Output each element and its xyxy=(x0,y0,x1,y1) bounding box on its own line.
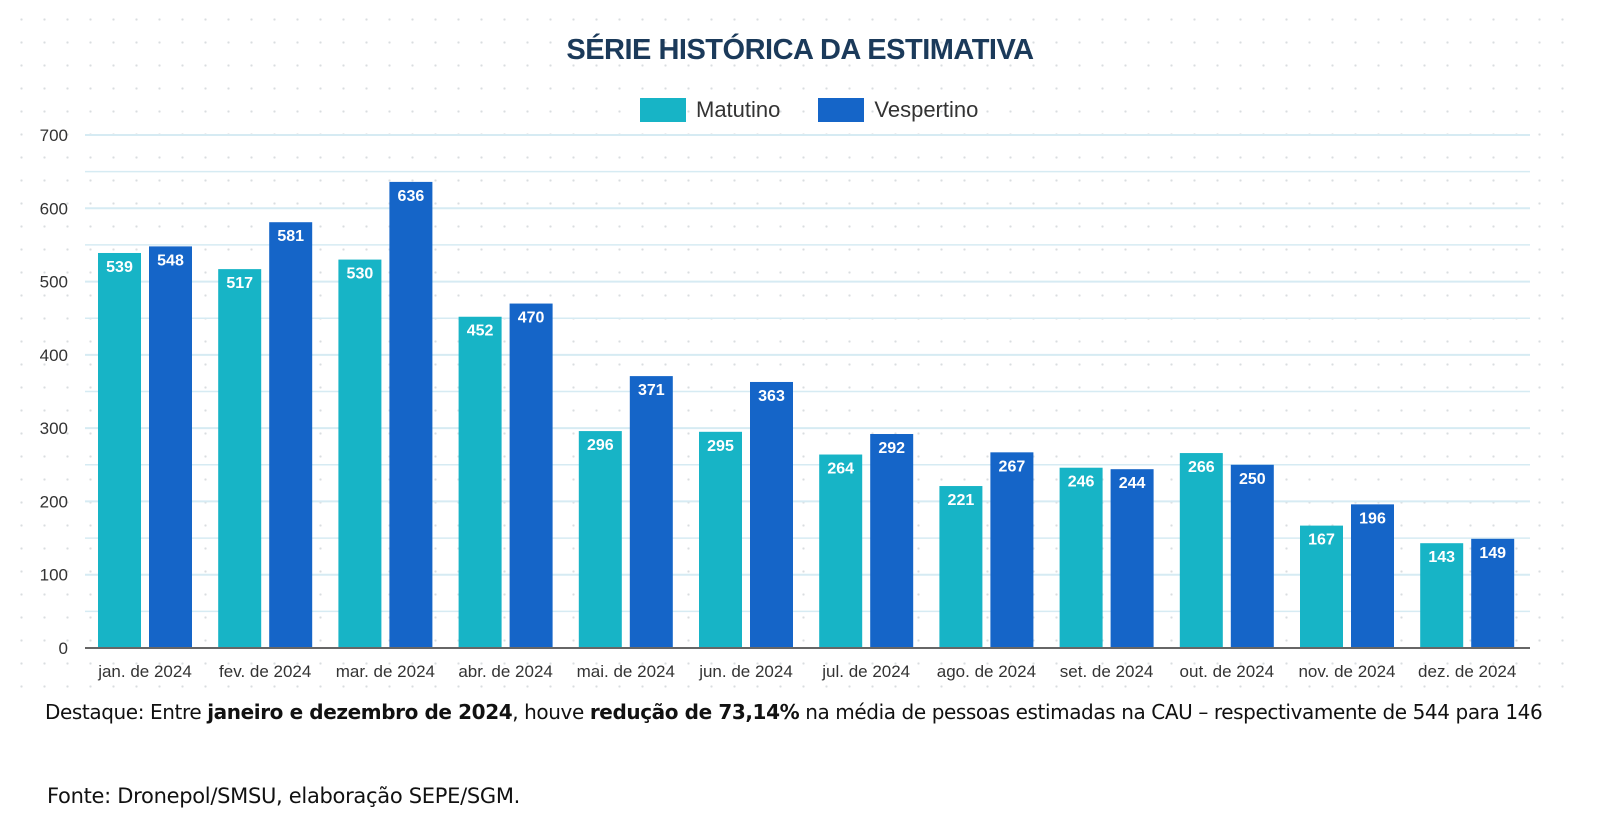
data-label: 250 xyxy=(1239,471,1266,488)
x-tick-label: jun. de 2024 xyxy=(698,662,793,681)
bar-matutino xyxy=(1179,453,1223,648)
bar-vespertino xyxy=(1471,538,1515,648)
note-segment: , houve xyxy=(512,700,590,724)
source-note: Fonte: Dronepol/SMSU, elaboração SEPE/SG… xyxy=(47,784,521,808)
y-tick-label: 300 xyxy=(40,419,68,438)
y-tick-label: 400 xyxy=(40,346,68,365)
bar-matutino xyxy=(1420,543,1464,648)
bar-vespertino xyxy=(629,376,673,648)
legend-item-vespertino: Vespertino xyxy=(818,97,978,123)
y-tick-label: 500 xyxy=(40,273,68,292)
data-label: 246 xyxy=(1068,474,1095,491)
bar-matutino xyxy=(338,259,382,648)
data-label: 221 xyxy=(948,492,975,509)
x-tick-label: ago. de 2024 xyxy=(937,662,1036,681)
bar-vespertino xyxy=(509,303,553,648)
bar-vespertino xyxy=(1351,504,1394,648)
data-label: 244 xyxy=(1119,475,1146,492)
data-label: 581 xyxy=(277,228,304,245)
bar-vespertino xyxy=(1230,464,1274,648)
bar-chart: 0 100 200 300 400 500 600 700 539 548 jan. de 2024… xyxy=(40,126,1530,681)
x-tick-label: dez. de 2024 xyxy=(1418,662,1516,681)
data-label: 530 xyxy=(347,266,374,283)
note-segment: redução de 73,14% xyxy=(589,700,800,724)
data-label: 196 xyxy=(1359,510,1386,527)
data-label: 266 xyxy=(1188,459,1215,476)
bar-matutino xyxy=(578,431,622,648)
data-label: 267 xyxy=(999,458,1026,475)
data-label: 296 xyxy=(587,437,614,454)
data-label: 636 xyxy=(398,188,425,205)
data-label: 539 xyxy=(106,259,133,276)
note-segment: na média de pessoas estimadas na CAU – r… xyxy=(799,700,1543,724)
bar-vespertino xyxy=(149,246,192,648)
data-label: 452 xyxy=(467,323,494,340)
y-tick-label: 100 xyxy=(40,566,68,585)
legend-label-matutino: Matutino xyxy=(696,97,781,122)
x-tick-label: set. de 2024 xyxy=(1060,662,1154,681)
y-tick-label: 600 xyxy=(40,199,68,218)
legend-label-vespertino: Vespertino xyxy=(874,97,979,122)
bar-matutino xyxy=(1059,467,1103,648)
bar-matutino xyxy=(1300,525,1343,648)
bar-vespertino xyxy=(870,434,914,648)
note-segment: janeiro e dezembro de 2024 xyxy=(207,700,513,724)
highlight-note: Destaque: Entre janeiro e dezembro de 20… xyxy=(45,700,1543,724)
bar-matutino xyxy=(98,252,141,649)
bar-matutino xyxy=(819,454,863,648)
data-label: 292 xyxy=(878,440,905,457)
x-tick-label: abr. de 2024 xyxy=(458,662,553,681)
legend-swatch-vespertino xyxy=(818,98,865,122)
x-tick-label: out. de 2024 xyxy=(1180,662,1275,681)
bar-vespertino xyxy=(389,181,433,648)
data-label: 363 xyxy=(758,388,785,405)
y-tick-label: 0 xyxy=(59,639,68,658)
data-label: 517 xyxy=(226,275,253,292)
data-label: 143 xyxy=(1428,549,1455,566)
bar-vespertino xyxy=(269,222,313,648)
x-tick-label: mar. de 2024 xyxy=(336,662,435,681)
legend-swatch-matutino xyxy=(640,98,686,122)
x-tick-label: jan. de 2024 xyxy=(97,662,192,681)
bar-matutino xyxy=(218,269,262,648)
x-tick-label: fev. de 2024 xyxy=(219,662,311,681)
data-label: 167 xyxy=(1308,532,1335,549)
note-segment: Destaque: Entre xyxy=(45,700,208,724)
data-label: 371 xyxy=(638,382,665,399)
data-label: 149 xyxy=(1479,545,1506,562)
y-tick-label: 700 xyxy=(40,126,68,145)
bar-matutino xyxy=(939,486,983,648)
chart-title: SÉRIE HISTÓRICA DA ESTIMATIVA xyxy=(566,34,1034,66)
legend-item-matutino: Matutino xyxy=(640,97,780,123)
x-tick-label: jul. de 2024 xyxy=(821,662,910,681)
data-label: 295 xyxy=(707,438,734,455)
bar-matutino xyxy=(699,431,742,648)
x-tick-label: mai. de 2024 xyxy=(577,662,675,681)
y-tick-label: 200 xyxy=(40,492,68,511)
bar-matutino xyxy=(458,316,502,648)
bar-vespertino xyxy=(750,381,793,648)
data-label: 548 xyxy=(157,252,184,269)
data-label: 264 xyxy=(827,461,854,478)
legend: Matutino Vespertino xyxy=(640,97,1016,123)
bar-vespertino xyxy=(1110,469,1154,648)
bar-vespertino xyxy=(990,452,1034,648)
data-label: 470 xyxy=(518,310,545,327)
x-tick-label: nov. de 2024 xyxy=(1298,662,1395,681)
